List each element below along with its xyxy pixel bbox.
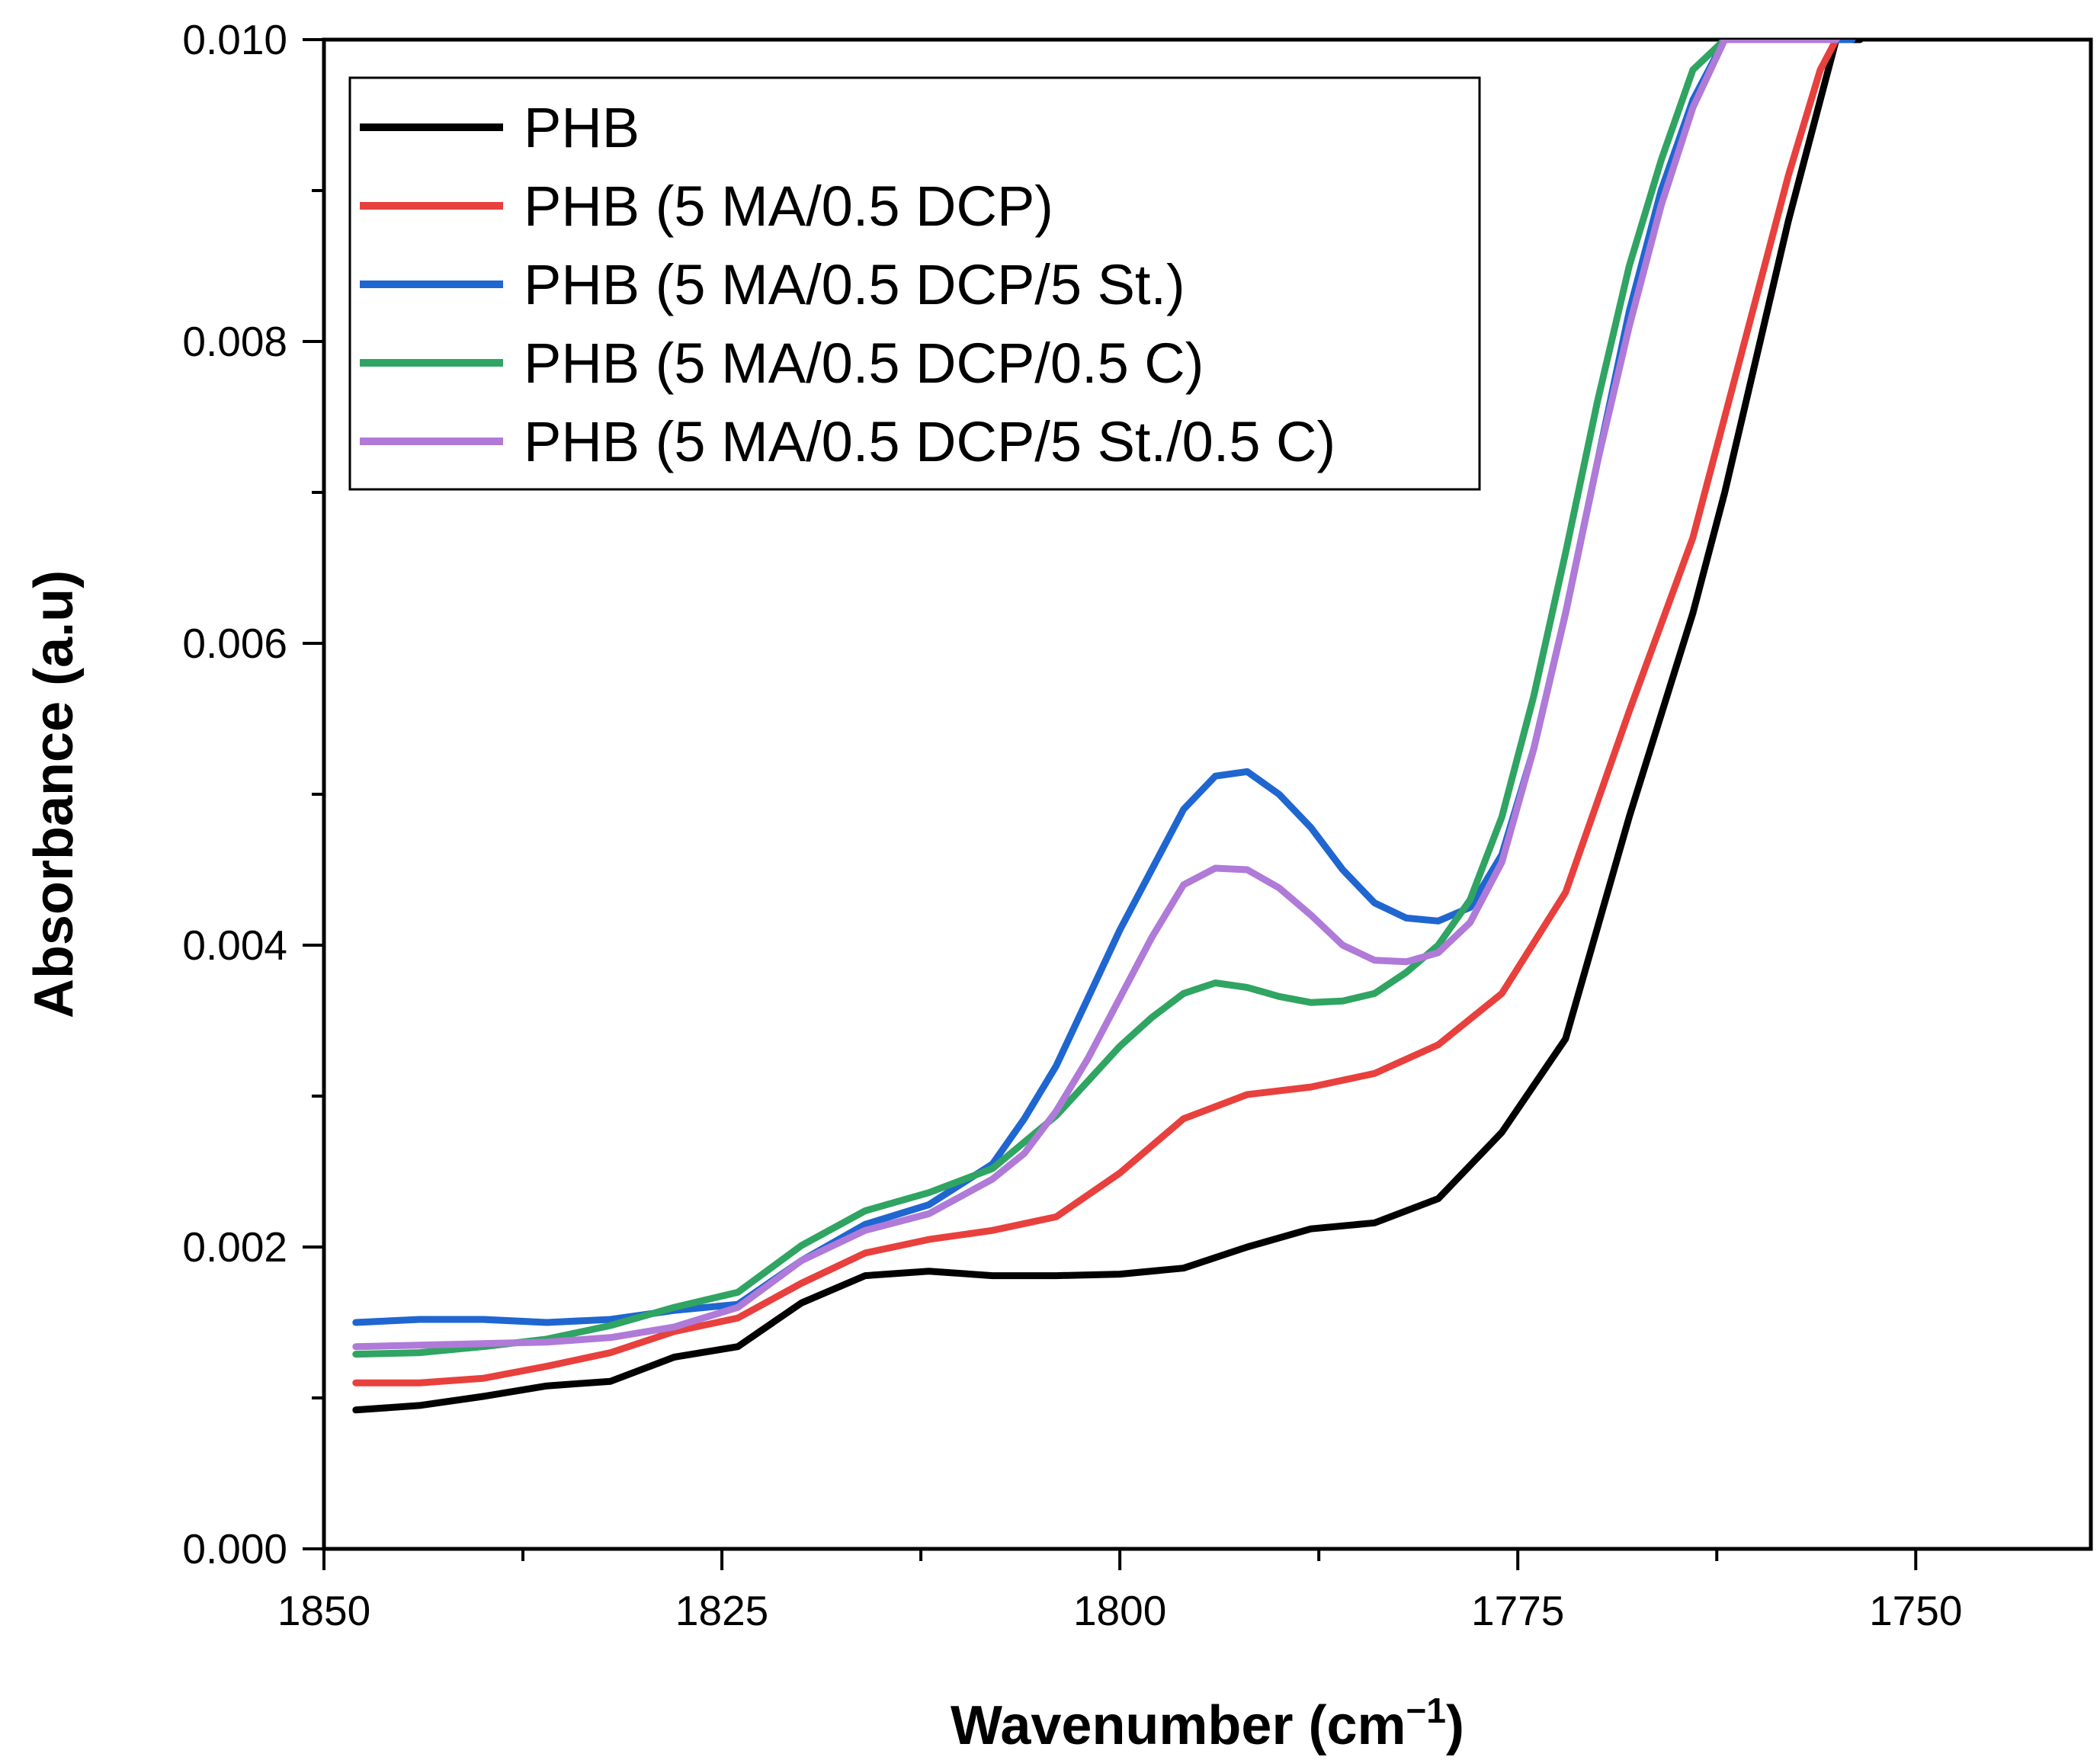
- y-tick-label: 0.006: [182, 620, 287, 667]
- series-line-1: [352, 40, 1864, 1414]
- x-tick-label: 1825: [675, 1587, 768, 1634]
- series-line-5: [352, 40, 1840, 1351]
- series-line-2: [352, 40, 1856, 1387]
- y-tick-label: 0.004: [182, 922, 287, 969]
- y-tick-label: 0.000: [182, 1525, 287, 1572]
- legend-box: [348, 76, 1481, 491]
- legend-label: PHB (5 MA/0.5 DCP/5 St./0.5 C): [524, 410, 1335, 473]
- x-axis: 1850 1825 1800 1775 1750: [277, 1549, 1962, 1634]
- x-tick-label: 1775: [1471, 1587, 1564, 1634]
- y-tick-label: 0.002: [182, 1223, 287, 1271]
- y-tick-label: 0.008: [182, 318, 287, 365]
- x-tick-label: 1800: [1073, 1587, 1166, 1634]
- legend: PHB PHB (5 MA/0.5 DCP) PHB (5 MA/0.5 DCP/5…: [348, 76, 1481, 491]
- y-axis-title: Absorbance (a.u): [24, 570, 85, 1018]
- series-line-4: [352, 40, 1840, 1358]
- legend-label: PHB: [524, 96, 640, 159]
- x-tick-label: 1750: [1869, 1587, 1962, 1634]
- x-axis-title-end: ): [1446, 1695, 1464, 1756]
- y-axis: 0.000 0.002 0.004 0.006 0.008 0.010: [182, 16, 324, 1572]
- x-tick-label: 1850: [277, 1587, 370, 1634]
- x-axis-title: Wavenumber (cm−1): [951, 1691, 1464, 1756]
- y-tick-label: 0.010: [182, 16, 287, 63]
- x-axis-title-superscript: −1: [1406, 1691, 1446, 1730]
- legend-label: PHB (5 MA/0.5 DCP/0.5 C): [524, 332, 1204, 395]
- legend-label: PHB (5 MA/0.5 DCP/5 St.): [524, 253, 1185, 316]
- legend-label: PHB (5 MA/0.5 DCP): [524, 175, 1053, 238]
- series-group: [352, 40, 1864, 1414]
